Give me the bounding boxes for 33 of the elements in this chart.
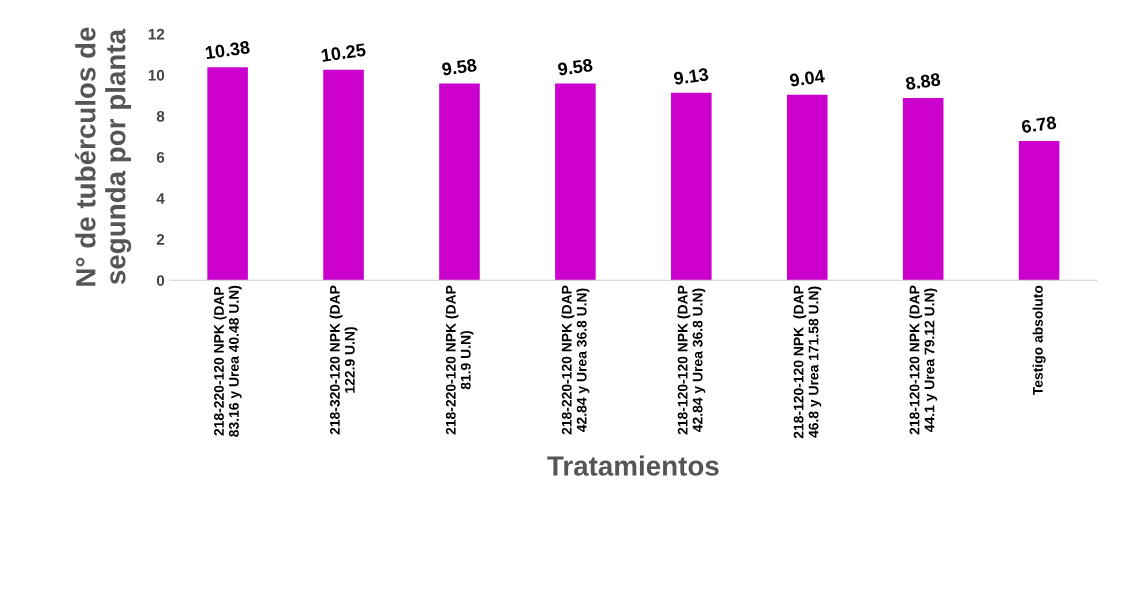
x-tick-label: 218-220-120 NPK (DAP 42.84 y Urea 36.8 U.N) xyxy=(561,285,590,435)
y-tick-label: 4 xyxy=(156,193,165,204)
bar xyxy=(439,83,480,281)
data-label: 9.58 xyxy=(441,58,477,76)
x-tick-label: 218-120-120 NPK (DAP 46.8 y Urea 171.58 U.N) xyxy=(793,285,822,439)
x-tick-label: 218-120-120 NPK (DAP 42.84 y Urea 36.8 U.N) xyxy=(677,285,706,435)
x-axis-title: Tratamientos xyxy=(547,455,719,476)
y-tick-label: 8 xyxy=(156,110,165,122)
x-tick-label: 218-120-120 NPK (DAP 44.1 y Urea 79.12 U.N) xyxy=(909,285,938,435)
bar xyxy=(786,94,828,281)
bar xyxy=(902,97,944,281)
y-axis-title: N° de tubérculos de segunda por planta xyxy=(74,27,132,286)
data-label: 9.13 xyxy=(673,67,709,86)
y-tick-label: 2 xyxy=(156,234,165,245)
x-tick-label: Testigo absoluto xyxy=(1032,285,1046,396)
bar xyxy=(555,83,596,281)
bar xyxy=(1018,141,1060,281)
bar xyxy=(323,69,364,281)
x-tick-label: 218-220-120 NPK (DAP 83.16 y Urea 40.48 U.N) xyxy=(213,285,242,437)
x-tick-label: 218-220-120 NPK (DAP 81.9 U.N) xyxy=(445,285,474,435)
y-tick-label: 0 xyxy=(156,275,165,286)
x-tick-label: 218-320-120 NPK (DAP 122.9 U.N) xyxy=(329,285,358,435)
data-label: 10.25 xyxy=(321,43,367,62)
data-label: 9.04 xyxy=(789,69,826,87)
data-label: 6.78 xyxy=(1021,115,1057,134)
y-tick-label: 6 xyxy=(156,151,165,163)
y-tick-label: 10 xyxy=(148,69,165,81)
data-label: 9.58 xyxy=(557,58,593,76)
data-label: 10.38 xyxy=(205,40,251,60)
y-tick-label: 12 xyxy=(148,28,165,40)
bar xyxy=(207,67,248,281)
bar xyxy=(671,92,712,281)
data-label: 8.88 xyxy=(905,72,941,91)
